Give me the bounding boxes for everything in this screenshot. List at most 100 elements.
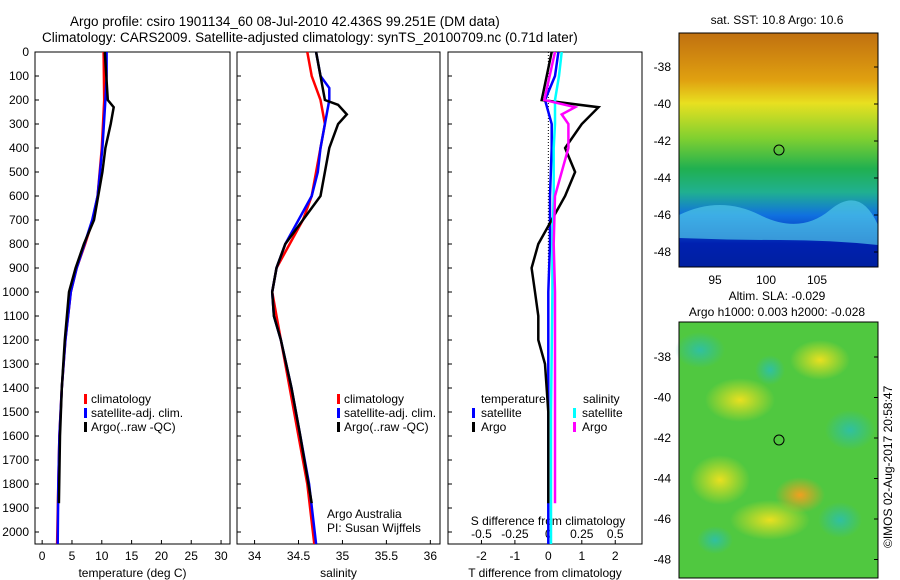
- sst-front: [679, 200, 878, 245]
- y-tick-label: 900: [9, 261, 29, 275]
- x-tick-label: 34.5: [287, 549, 311, 563]
- axes-box: [447, 51, 643, 545]
- x-axis-label: T difference from climatology: [468, 566, 622, 580]
- x-tick-label: 15: [125, 549, 139, 563]
- legend-label: climatology: [344, 392, 404, 406]
- x-tick-label: 36: [424, 549, 438, 563]
- x-tick-label: 0: [39, 549, 46, 563]
- y-tick-label: 1700: [2, 453, 29, 467]
- annotation: PI: Susan Wijffels: [327, 521, 421, 535]
- y-tick-label: 1200: [2, 333, 29, 347]
- legend-label: Argo: [481, 420, 507, 434]
- legend-label: Argo(..raw -QC): [91, 420, 176, 434]
- lat-tick-label: -38: [654, 350, 672, 364]
- lat-tick-label: -48: [654, 245, 672, 259]
- y-tick-label: 2000: [2, 525, 29, 539]
- x-axis-label: temperature (deg C): [78, 566, 186, 580]
- x-tick-label: -2: [476, 549, 487, 563]
- title-line-1: Argo profile: csiro 1901134_60 08-Jul-20…: [70, 14, 500, 29]
- y-tick-label: 1000: [2, 285, 29, 299]
- x-tick-label: 10: [95, 549, 109, 563]
- y-tick-label: 1300: [2, 357, 29, 371]
- annotation: Argo Australia: [327, 507, 402, 521]
- series-line-argo-raw-qc-: [57, 51, 116, 504]
- series-line-t-satellite: [543, 51, 560, 544]
- lon-tick-label: 100: [756, 273, 776, 287]
- series-line-t-argo: [530, 51, 602, 504]
- lat-tick-label: -38: [654, 60, 672, 74]
- legend-swatch: [472, 408, 475, 418]
- y-tick-label: 400: [9, 141, 29, 155]
- credit: ©IMOS 02-Aug-2017 20:58:47: [881, 385, 895, 548]
- argo-location-marker: [773, 144, 785, 156]
- legend-label: satellite: [582, 406, 623, 420]
- y-tick-label: 1600: [2, 429, 29, 443]
- y-tick-label: 200: [9, 93, 29, 107]
- legend-swatch: [84, 408, 87, 418]
- legend-title: temperature: [481, 392, 546, 406]
- x-tick-label: 34: [248, 549, 262, 563]
- s-tick-label: 0.5: [607, 527, 624, 541]
- lon-tick-label: 105: [807, 273, 827, 287]
- sla-map-title-1: Altim. SLA: -0.029: [729, 289, 826, 303]
- sst-map: -38 -40 -42 -44 -46 -48 95 100 105: [654, 32, 879, 287]
- y-tick-label: 700: [9, 213, 29, 227]
- lat-tick-label: -46: [654, 208, 672, 222]
- x-tick-label: 0: [545, 549, 552, 563]
- legend-swatch: [337, 422, 340, 432]
- x-tick-label: 20: [155, 549, 169, 563]
- lat-tick-label: -42: [654, 431, 672, 445]
- legend-label: Argo: [582, 420, 608, 434]
- argo-location-marker: [773, 434, 785, 446]
- series-line-climatology: [270, 51, 327, 545]
- legend-swatch: [337, 408, 340, 418]
- legend-label: satellite-adj. clim.: [344, 406, 436, 420]
- legend-label: climatology: [91, 392, 151, 406]
- x-tick-label: 35: [336, 549, 350, 563]
- legend-swatch: [337, 394, 340, 404]
- axes-box: [34, 51, 231, 545]
- legend-swatch: [84, 394, 87, 404]
- y-tick-label: 1500: [2, 405, 29, 419]
- map-frame: [678, 32, 879, 268]
- lat-tick-label: -44: [654, 171, 672, 185]
- series-line-argo-raw-qc-: [270, 51, 349, 504]
- map-frame: [678, 321, 879, 579]
- legend-title: salinity: [583, 392, 620, 406]
- legend-label: Argo(..raw -QC): [344, 420, 429, 434]
- x-tick-label: 2: [612, 549, 619, 563]
- title-line-2: Climatology: CARS2009. Satellite-adjuste…: [42, 30, 578, 45]
- legend-swatch: [573, 422, 576, 432]
- x-axis-label: salinity: [320, 566, 357, 580]
- lat-tick-label: -44: [654, 472, 672, 486]
- lat-tick-label: -42: [654, 134, 672, 148]
- legend-swatch: [84, 422, 87, 432]
- lat-tick-label: -48: [654, 553, 672, 567]
- y-tick-label: 100: [9, 69, 29, 83]
- x-tick-label: 35.5: [375, 549, 399, 563]
- y-tick-label: 1400: [2, 381, 29, 395]
- s-tick-label: -0.5: [471, 527, 492, 541]
- lat-tick-label: -40: [654, 97, 672, 111]
- x-tick-label: 30: [214, 549, 228, 563]
- s-tick-label: 0.25: [570, 527, 594, 541]
- y-tick-label: 0: [22, 45, 29, 59]
- legend-label: satellite: [481, 406, 522, 420]
- sst-map-title: sat. SST: 10.8 Argo: 10.6: [711, 13, 844, 27]
- y-tick-label: 1100: [3, 309, 29, 323]
- x-tick-label: 5: [69, 549, 76, 563]
- y-tick-label: 800: [9, 237, 29, 251]
- lat-tick-label: -46: [654, 512, 672, 526]
- legend-swatch: [573, 408, 576, 418]
- legend-swatch: [472, 422, 475, 432]
- lat-tick-label: -40: [654, 391, 672, 405]
- lon-tick-label: 95: [708, 273, 722, 287]
- y-tick-label: 500: [9, 165, 29, 179]
- series-line-s-argo: [542, 51, 579, 504]
- sla-map-title-2: Argo h1000: 0.003 h2000: -0.028: [689, 305, 865, 319]
- y-tick-label: 300: [9, 117, 29, 131]
- x-tick-label: -1: [510, 549, 521, 563]
